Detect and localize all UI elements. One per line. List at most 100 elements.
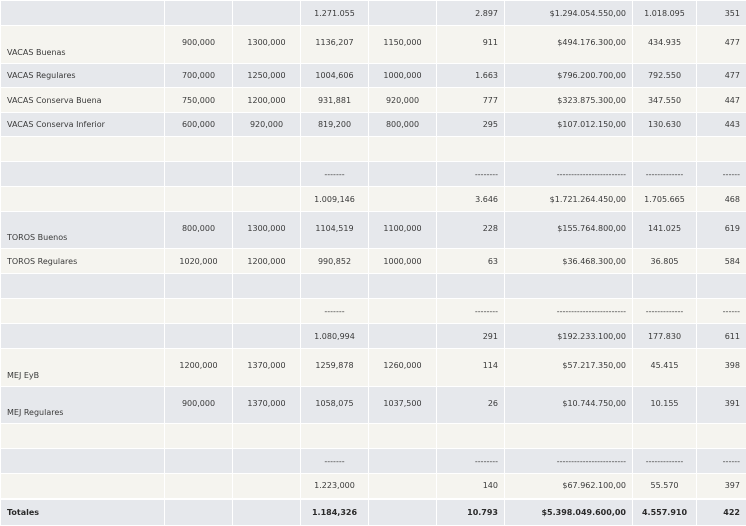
cell-col-b: 1200,000 [233, 249, 301, 274]
cell-category [1, 424, 165, 449]
cell-category [1, 474, 165, 499]
cell-col-b: 1300,000 [233, 212, 301, 249]
cell-col-a [165, 187, 233, 212]
cell-col-b [233, 137, 301, 162]
cell-category [1, 449, 165, 474]
cell-col-a: 750,000 [165, 88, 233, 113]
cell-col-c: ------- [301, 162, 369, 187]
cell-col-avg: 477 [697, 26, 746, 64]
cell-col-b [233, 162, 301, 187]
cell-col-b: 1370,000 [233, 387, 301, 424]
cell-head-count: 291 [437, 324, 505, 349]
cell-category: TOROS Buenos [1, 212, 165, 249]
cell-total-kg [633, 424, 697, 449]
cell-total-kg: 792.550 [633, 64, 697, 88]
cell-head-count: -------- [437, 299, 505, 324]
cell-amount: $1.721.264.450,00 [505, 187, 633, 212]
table-row: ----------------------------------------… [1, 449, 746, 474]
cell-category [1, 324, 165, 349]
cell-total-kg: 45.415 [633, 349, 697, 387]
cell-amount: $323.875.300,00 [505, 88, 633, 113]
cell-col-d [369, 449, 437, 474]
cell-col-a [165, 274, 233, 299]
cell-total-kg: 10.155 [633, 387, 697, 424]
cell-col-c [301, 137, 369, 162]
cell-category: VACAS Conserva Inferior [1, 113, 165, 137]
table-row [1, 137, 746, 162]
cell-amount [505, 274, 633, 299]
cell-category [1, 274, 165, 299]
cell-col-avg: 351 [697, 1, 746, 26]
cell-category [1, 137, 165, 162]
cell-col-avg: ------ [697, 162, 746, 187]
cell-col-avg: 398 [697, 349, 746, 387]
cell-head-count [437, 424, 505, 449]
cell-col-b [233, 324, 301, 349]
cell-col-b: 1370,000 [233, 349, 301, 387]
cell-col-a [165, 137, 233, 162]
cell-head-count: 63 [437, 249, 505, 274]
cell-col-d [369, 299, 437, 324]
cell-head-count: 295 [437, 113, 505, 137]
cell-col-c: 1259,878 [301, 349, 369, 387]
cell-head-count: 26 [437, 387, 505, 424]
cell-col-avg: 447 [697, 88, 746, 113]
cell-col-b [233, 474, 301, 499]
cell-col-d: 1260,000 [369, 349, 437, 387]
cell-col-b [233, 499, 301, 526]
cell-col-avg: 584 [697, 249, 746, 274]
table-row: ----------------------------------------… [1, 299, 746, 324]
cell-total-kg: ------------- [633, 162, 697, 187]
cell-total-kg: ------------- [633, 449, 697, 474]
cell-col-c: 1.223,000 [301, 474, 369, 499]
cell-col-c: 1.271.055 [301, 1, 369, 26]
cell-col-a: 900,000 [165, 387, 233, 424]
cell-category [1, 162, 165, 187]
cell-col-b: 1250,000 [233, 64, 301, 88]
cell-col-c: 990,852 [301, 249, 369, 274]
cell-total-kg: 347.550 [633, 88, 697, 113]
cell-col-d [369, 162, 437, 187]
cell-category: VACAS Conserva Buena [1, 88, 165, 113]
cell-category [1, 1, 165, 26]
cell-col-d: 1150,000 [369, 26, 437, 64]
cell-col-avg [697, 424, 746, 449]
cell-col-avg: 611 [697, 324, 746, 349]
cell-col-avg: 422 [697, 499, 746, 526]
cell-col-c: 1058,075 [301, 387, 369, 424]
cell-head-count [437, 137, 505, 162]
cell-head-count: 228 [437, 212, 505, 249]
cell-col-avg: 391 [697, 387, 746, 424]
cell-col-d [369, 424, 437, 449]
cell-head-count: 114 [437, 349, 505, 387]
cell-category: VACAS Regulares [1, 64, 165, 88]
cell-col-c: ------- [301, 449, 369, 474]
cell-amount [505, 424, 633, 449]
cell-amount: ------------------------ [505, 449, 633, 474]
cell-col-d: 1037,500 [369, 387, 437, 424]
cell-amount: $192.233.100,00 [505, 324, 633, 349]
cell-col-d: 920,000 [369, 88, 437, 113]
table-row [1, 274, 746, 299]
cell-col-a: 900,000 [165, 26, 233, 64]
cell-col-d: 1000,000 [369, 64, 437, 88]
table-row [1, 424, 746, 449]
cell-col-avg: ------ [697, 299, 746, 324]
cell-amount: $1.294.054.550,00 [505, 1, 633, 26]
cell-col-d [369, 274, 437, 299]
cell-amount: ------------------------ [505, 162, 633, 187]
cell-col-c: 1004,606 [301, 64, 369, 88]
cell-col-a: 1020,000 [165, 249, 233, 274]
cell-col-d: 1000,000 [369, 249, 437, 274]
cell-amount: $57.217.350,00 [505, 349, 633, 387]
cell-amount: ------------------------ [505, 299, 633, 324]
cell-col-c: 1104,519 [301, 212, 369, 249]
cell-total-kg: 130.630 [633, 113, 697, 137]
